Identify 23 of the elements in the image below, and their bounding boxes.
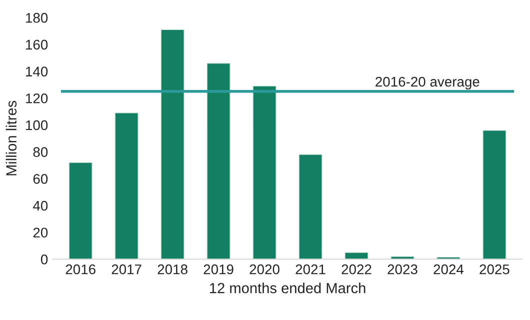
x-tick-label: 2017 [112,264,142,274]
x-tick-label: 2021 [296,264,326,274]
y-tick-label: 140 [26,66,48,76]
y-tick-label: 160 [26,40,48,50]
y-tick-label: 0 [40,254,48,264]
x-tick-label: 2020 [250,264,280,274]
x-tick-label: 2022 [342,264,372,274]
y-tick-label: 180 [26,12,48,23]
y-tick-label: 100 [26,120,48,130]
x-tick-label: 2019 [204,264,234,274]
x-tick-label: 2025 [480,264,510,274]
x-tick-label: 2016 [66,264,96,274]
x-tick-label: 2018 [158,264,188,274]
y-tick-label: 40 [33,200,48,211]
y-tick-label: 120 [26,93,48,104]
ref-line-label: 2016-20 average [376,76,480,90]
y-tick-label: 20 [33,228,48,238]
x-tick-label: 2024 [434,264,464,274]
x-axis-title: 12 months ended March [210,282,366,294]
y-tick-label: 80 [33,147,48,157]
x-tick-label: 2023 [388,264,418,274]
y-axis-title: Million litres [6,100,17,176]
y-tick-label: 60 [33,174,48,184]
